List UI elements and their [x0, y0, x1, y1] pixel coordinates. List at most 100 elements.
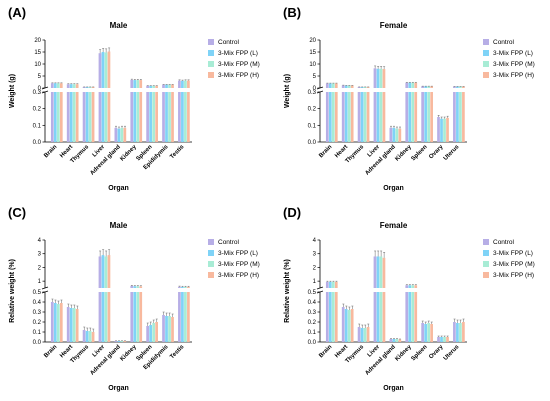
bar [98, 53, 102, 88]
bar [136, 92, 140, 142]
legend-swatch [208, 61, 214, 67]
legend-swatch [208, 39, 214, 45]
bar [165, 84, 168, 88]
bar [411, 82, 415, 88]
bar [421, 323, 424, 342]
bar [152, 92, 155, 142]
bar [107, 255, 111, 288]
bar [395, 339, 399, 342]
y-tick-label: 0.0 [33, 340, 42, 346]
y-tick-label: 3 [38, 252, 42, 258]
bar [123, 341, 127, 342]
y-tick-label: 5 [38, 74, 42, 80]
bar [75, 92, 79, 142]
bar [88, 331, 92, 342]
x-category-label: Brain [318, 144, 333, 159]
bar [130, 285, 134, 288]
bar [162, 315, 165, 342]
legend-label: 3-Mix FPP (H) [218, 272, 259, 279]
legend-label: 3-Mix FPP (L) [218, 250, 258, 257]
y-tick-label: 1 [38, 279, 42, 285]
panel-letter: (C) [8, 205, 26, 220]
bar [408, 285, 412, 288]
x-category-label: Thymus [70, 344, 91, 365]
bar [440, 337, 443, 342]
y-tick-label: 0.3 [308, 310, 317, 316]
x-category-label: Brain [43, 344, 58, 359]
bar [104, 52, 108, 88]
bar [53, 83, 57, 88]
y-axis-title: Relative weight (%) [284, 259, 291, 323]
x-category-label: Kidney [119, 344, 138, 363]
bar [357, 92, 361, 142]
bar [427, 323, 430, 342]
bar [91, 332, 95, 342]
bar [357, 87, 361, 88]
bar [53, 92, 57, 142]
bar [98, 256, 102, 288]
legend-swatch [483, 39, 489, 45]
y-tick-label: 20 [309, 38, 316, 44]
x-category-label: Adrenal gland [364, 344, 397, 377]
y-tick-label: 3 [313, 252, 317, 258]
bar [50, 302, 54, 342]
bar [165, 92, 168, 142]
legend-swatch [208, 261, 214, 267]
bar [446, 117, 449, 142]
bar [59, 92, 63, 142]
bar [117, 128, 121, 142]
bar [328, 292, 332, 342]
bar [414, 285, 418, 288]
x-category-label: Thymus [345, 144, 366, 165]
y-tick-label: 0.2 [33, 107, 42, 113]
bar [334, 83, 338, 88]
bar [414, 82, 418, 88]
bar [72, 308, 76, 342]
bar [360, 87, 364, 88]
y-tick-label: 0.1 [308, 330, 317, 336]
bar [162, 92, 165, 142]
y-tick-label: 0.2 [308, 320, 317, 326]
bar [328, 83, 332, 88]
bar [184, 292, 187, 342]
bar [366, 327, 370, 342]
bar [114, 127, 118, 142]
bar [376, 256, 380, 288]
legend-swatch [483, 72, 489, 78]
bar [392, 127, 396, 142]
y-tick-label: 0.2 [33, 320, 42, 326]
bar [443, 337, 446, 342]
y-tick-label: 0.3 [33, 90, 42, 96]
bar [56, 92, 60, 142]
bar [139, 80, 143, 88]
bar [130, 79, 134, 88]
bar [341, 307, 345, 342]
bar [53, 303, 57, 342]
bar [75, 309, 79, 342]
legend-swatch [208, 239, 214, 245]
x-category-label: Thymus [70, 144, 91, 165]
bar [171, 317, 174, 342]
bar [66, 84, 70, 88]
bar [82, 330, 86, 342]
legend-swatch [208, 250, 214, 256]
bar [389, 127, 393, 142]
bar [437, 117, 440, 142]
y-tick-label: 15 [309, 50, 316, 56]
legend-swatch [208, 50, 214, 56]
bar [130, 292, 134, 342]
bar [347, 85, 351, 88]
x-axis-title: Organ [383, 385, 404, 392]
bar [453, 92, 456, 142]
legend-swatch [483, 239, 489, 245]
bar [376, 68, 380, 88]
bar [373, 292, 377, 342]
bar [181, 92, 184, 142]
y-tick-label: 15 [34, 50, 41, 56]
bar [59, 83, 63, 88]
bar [91, 92, 95, 142]
bar [136, 292, 140, 342]
bar [178, 92, 181, 142]
bar [171, 92, 174, 142]
bar [72, 92, 76, 142]
